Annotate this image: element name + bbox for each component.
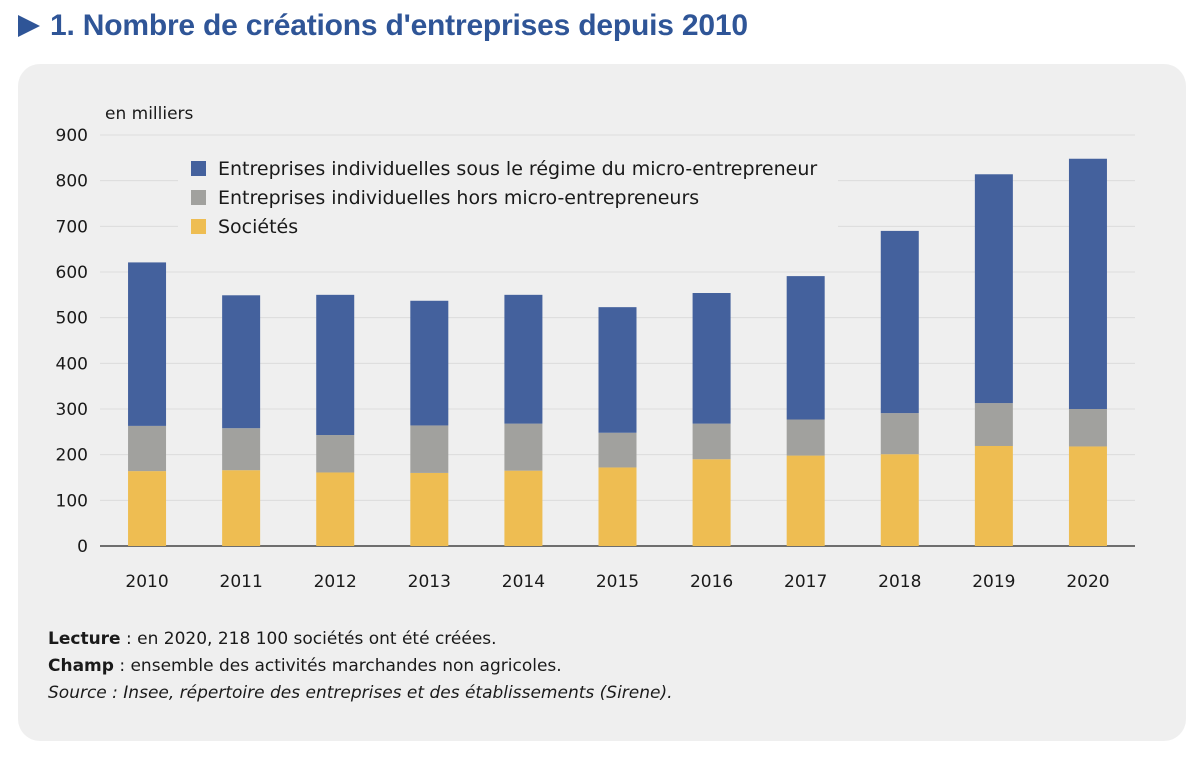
note-lecture-label: Lecture: [48, 629, 121, 649]
legend-swatch: [191, 219, 206, 234]
y-tick-label: 0: [77, 537, 88, 557]
y-tick-label: 300: [56, 400, 88, 420]
x-tick-label: 2011: [220, 572, 263, 592]
y-tick-label: 900: [56, 126, 88, 146]
x-tick-label: 2017: [784, 572, 827, 592]
bar-2013-series-1: [410, 425, 449, 473]
bar-2011-series-1: [222, 428, 261, 471]
note-lecture: Lecture : en 2020, 218 100 sociétés ont …: [48, 626, 673, 653]
bar-2015-series-2: [598, 307, 637, 433]
bar-2018-series-1: [880, 413, 919, 455]
bar-2013-series-2: [410, 300, 449, 426]
legend-label: Entreprises individuelles hors micro-ent…: [218, 187, 699, 209]
bar-2013-series-0: [410, 472, 449, 546]
x-tick-label: 2012: [314, 572, 357, 592]
legend-swatch: [191, 161, 206, 176]
bar-2017-series-2: [786, 276, 825, 420]
chart-notes: Lecture : en 2020, 218 100 sociétés ont …: [48, 626, 673, 707]
bar-2020-series-1: [1068, 409, 1107, 447]
note-source: Source : Insee, répertoire des entrepris…: [48, 683, 673, 703]
x-tick-label: 2019: [972, 572, 1015, 592]
note-lecture-text: : en 2020, 218 100 sociétés ont été créé…: [120, 629, 497, 649]
chart-title-text: 1. Nombre de créations d'entreprises dep…: [50, 9, 748, 42]
x-tick-label: 2010: [125, 572, 168, 592]
bar-2016-series-2: [692, 293, 731, 424]
bar-2016-series-0: [692, 459, 731, 546]
chart-title: 1. Nombre de créations d'entreprises dep…: [18, 6, 748, 46]
bar-2017-series-1: [786, 419, 825, 456]
y-unit-label: en milliers: [105, 104, 194, 124]
x-tick-label: 2013: [408, 572, 451, 592]
bar-2019-series-1: [974, 403, 1013, 446]
note-champ-label: Champ: [48, 656, 114, 676]
x-tick-label: 2016: [690, 572, 733, 592]
chart-svg: 0 100 200 300 400 500 600 700 800 900 2010 2011 201…: [56, 104, 1135, 592]
legend-label: Sociétés: [218, 216, 298, 238]
legend-swatch: [191, 190, 206, 205]
bar-2012-series-2: [316, 294, 355, 436]
bar-2020-series-2: [1068, 158, 1107, 409]
bar-2010-series-2: [128, 262, 167, 426]
bar-2011-series-0: [222, 470, 261, 546]
bar-2015-series-0: [598, 467, 637, 546]
bar-2018-series-2: [880, 230, 919, 414]
bar-2016-series-1: [692, 423, 731, 460]
bar-2011-series-2: [222, 295, 261, 429]
x-tick-label: 2014: [502, 572, 545, 592]
note-champ-text: : ensemble des activités marchandes non …: [113, 656, 562, 676]
legend-background: [178, 146, 838, 242]
y-tick-label: 400: [56, 354, 88, 374]
bar-2014-series-0: [504, 470, 543, 546]
bar-2012-series-1: [316, 435, 355, 473]
bar-2019-series-2: [974, 174, 1013, 404]
y-tick-label: 700: [56, 217, 88, 237]
legend-label: Entreprises individuelles sous le régime…: [218, 158, 817, 180]
bar-2018-series-0: [880, 454, 919, 546]
y-tick-label: 200: [56, 446, 88, 466]
bar-2019-series-0: [974, 445, 1013, 546]
bar-2017-series-0: [786, 455, 825, 546]
x-tick-label: 2018: [878, 572, 921, 592]
y-tick-label: 100: [56, 491, 88, 511]
note-champ: Champ : ensemble des activités marchande…: [48, 653, 673, 680]
bar-2010-series-1: [128, 425, 167, 472]
bar-2010-series-0: [128, 471, 167, 546]
bar-2020-series-0: [1068, 446, 1107, 546]
bar-2014-series-2: [504, 294, 543, 424]
x-tick-label: 2020: [1066, 572, 1109, 592]
bar-2014-series-1: [504, 423, 543, 471]
x-tick-label: 2015: [596, 572, 639, 592]
title-arrow-icon: [18, 15, 40, 37]
bar-2015-series-1: [598, 432, 637, 468]
y-tick-label: 600: [56, 263, 88, 283]
bar-2012-series-0: [316, 472, 355, 546]
y-tick-label: 500: [56, 309, 88, 329]
chart-panel: 0 100 200 300 400 500 600 700 800 900 2010 2011 201…: [18, 64, 1186, 741]
y-tick-label: 800: [56, 172, 88, 192]
